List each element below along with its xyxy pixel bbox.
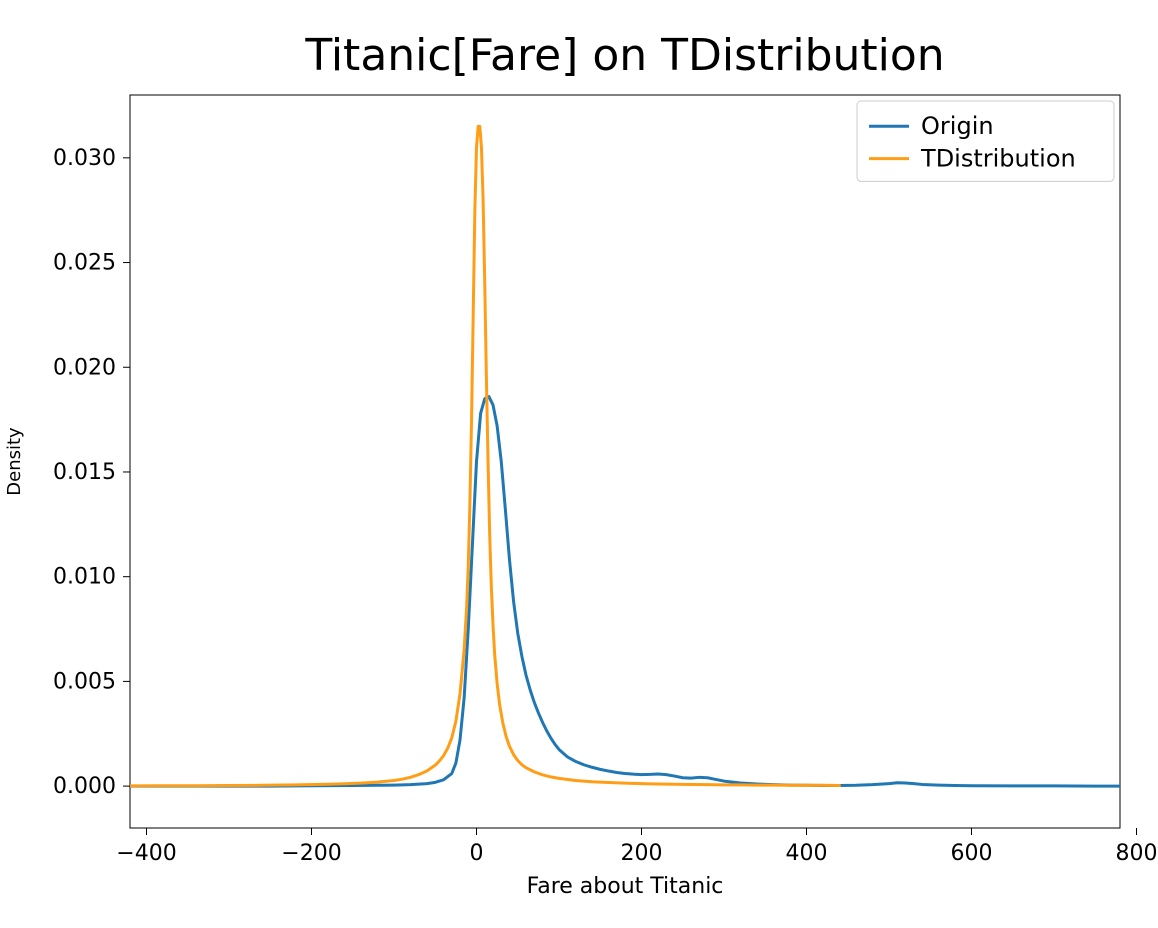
x-tick-label: 400 xyxy=(786,841,828,866)
y-tick-label: 0.020 xyxy=(53,355,116,380)
y-tick-label: 0.000 xyxy=(53,774,116,799)
y-tick-label: 0.030 xyxy=(53,146,116,171)
x-tick-label: −400 xyxy=(116,841,176,866)
y-axis-label: Density xyxy=(4,427,25,496)
y-tick-label: 0.010 xyxy=(53,565,116,590)
y-tick-label: 0.015 xyxy=(53,460,116,485)
y-tick-label: 0.005 xyxy=(53,669,116,694)
legend-label: Origin xyxy=(921,112,994,140)
x-tick-label: −200 xyxy=(281,841,341,866)
y-tick-label: 0.025 xyxy=(53,251,116,276)
x-tick-label: 200 xyxy=(621,841,663,866)
chart-title: Titanic[Fare] on TDistribution xyxy=(304,30,944,81)
x-tick-label: 0 xyxy=(470,841,484,866)
x-tick-label: 600 xyxy=(951,841,993,866)
x-tick-label: 800 xyxy=(1116,841,1158,866)
x-axis-label: Fare about Titanic xyxy=(527,874,724,899)
legend-label: TDistribution xyxy=(920,145,1076,173)
